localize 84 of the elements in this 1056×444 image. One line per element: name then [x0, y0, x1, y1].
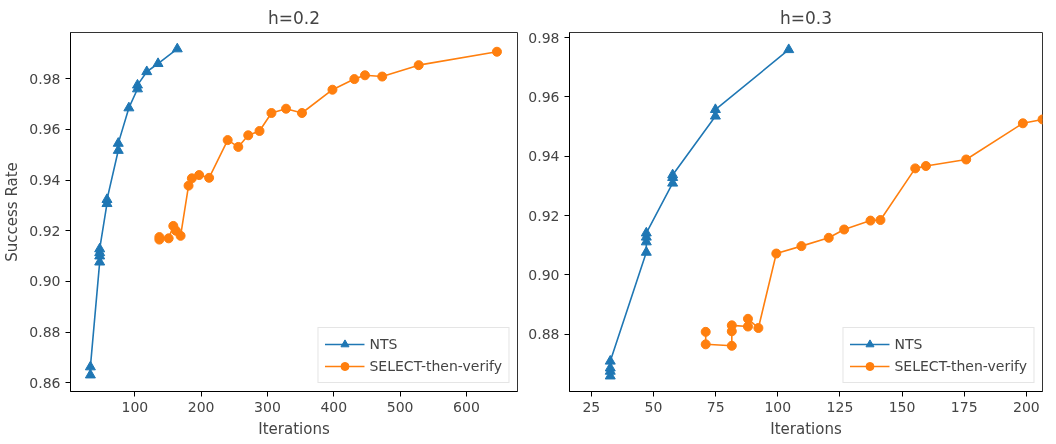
point [183, 180, 194, 191]
x-tick-label: 600 [453, 398, 480, 415]
y-tick-label: 0.94 [29, 172, 61, 189]
point [910, 163, 921, 174]
y-tick-label: 0.98 [29, 70, 61, 87]
x-tick-label: 150 [888, 398, 916, 415]
x-axis-title: Iterations [770, 419, 842, 438]
point [875, 215, 886, 225]
x-tick-label: 25 [582, 398, 601, 415]
x-tick-label: 125 [826, 398, 854, 415]
point [254, 125, 265, 136]
point [123, 101, 135, 112]
point [742, 313, 753, 324]
y-tick-label: 0.92 [29, 222, 61, 239]
point [726, 340, 737, 351]
point [186, 173, 197, 184]
y-tick-label: 0.98 [528, 29, 560, 46]
chart-title: h=0.3 [779, 7, 833, 28]
point [771, 248, 782, 259]
legend-label: SELECT-then-verify [369, 358, 502, 374]
point [640, 246, 652, 256]
point [700, 326, 711, 337]
y-tick-label: 0.96 [29, 121, 61, 138]
y-tick-label: 0.90 [528, 266, 560, 283]
point [491, 46, 502, 57]
point [783, 43, 795, 54]
x-axis-title: Iterations [258, 419, 330, 438]
point [920, 161, 931, 171]
point [839, 224, 850, 235]
y-tick-label: 0.90 [29, 273, 61, 290]
point [709, 103, 721, 114]
point [163, 233, 174, 244]
y-tick-label: 0.96 [528, 88, 560, 105]
x-tick-label: 300 [254, 398, 281, 415]
point [175, 230, 186, 241]
point [281, 103, 292, 114]
x-tick-label: 100 [121, 398, 149, 415]
point [700, 339, 711, 350]
chart-title: h=0.2 [267, 7, 321, 28]
point [349, 74, 360, 85]
x-tick-label: 200 [187, 398, 215, 415]
point [171, 42, 183, 53]
y-tick-label: 0.86 [29, 374, 61, 391]
point [823, 232, 834, 243]
x-tick-label: 175 [950, 398, 978, 415]
point [141, 65, 153, 76]
point [131, 78, 143, 89]
point [204, 172, 215, 183]
point [194, 170, 205, 181]
y-tick-label: 0.92 [528, 207, 560, 224]
x-tick-label: 50 [644, 398, 663, 415]
legend-label: NTS [894, 336, 923, 352]
point [94, 242, 106, 253]
y-tick-label: 0.88 [29, 324, 61, 340]
point [604, 354, 616, 365]
point [961, 154, 972, 165]
point [640, 226, 652, 237]
point [112, 137, 124, 147]
point [413, 60, 424, 71]
legend-label: SELECT-then-verify [894, 358, 1027, 374]
point [266, 108, 277, 118]
point [359, 70, 370, 81]
x-tick-label: 100 [764, 398, 792, 415]
x-tick-label: 75 [706, 398, 725, 415]
point [377, 71, 388, 82]
point [222, 135, 233, 146]
point [152, 57, 164, 68]
x-tick-label: 500 [386, 398, 414, 415]
point [84, 360, 96, 371]
legend-label: NTS [369, 336, 398, 352]
point [327, 84, 338, 95]
y-tick-label: 0.94 [528, 148, 560, 165]
point [796, 241, 807, 252]
point [243, 130, 254, 141]
point [296, 108, 307, 118]
y-tick-label: 0.88 [528, 326, 560, 343]
y-axis-title: Success Rate [3, 162, 22, 262]
point [753, 323, 764, 333]
point [101, 193, 113, 203]
x-tick-label: 400 [320, 398, 348, 415]
point [865, 215, 876, 226]
point [233, 141, 244, 152]
x-tick-label: 200 [1012, 398, 1040, 415]
point [1017, 118, 1028, 129]
